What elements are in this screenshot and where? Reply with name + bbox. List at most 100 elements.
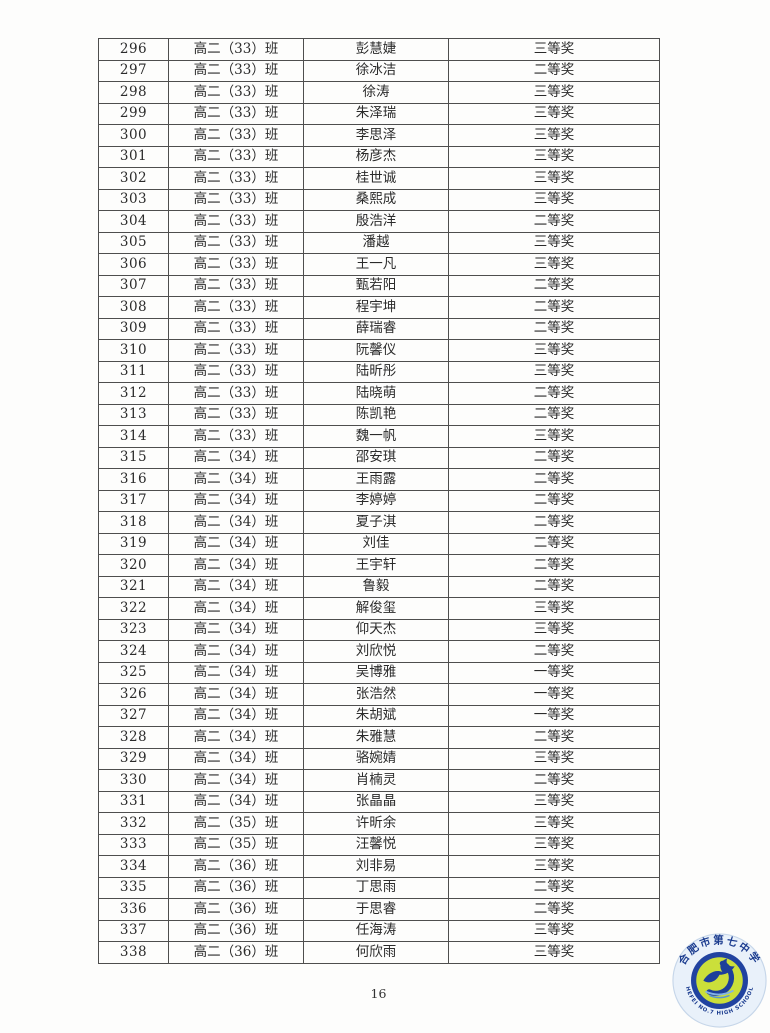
table-row: 313 高二（33）班 陈凯艳 二等奖 [98, 403, 660, 426]
table-row: 297 高二（33）班 徐冰洁 二等奖 [98, 59, 660, 82]
cell-student-name: 魏一帆 [303, 425, 449, 448]
cell-award: 二等奖 [448, 274, 660, 297]
table-row: 308 高二（33）班 程宇坤 二等奖 [98, 296, 660, 319]
table-row: 301 高二（33）班 杨彦杰 三等奖 [98, 145, 660, 168]
cell-class: 高二（33）班 [168, 360, 304, 383]
cell-student-name: 杨彦杰 [303, 145, 449, 168]
cell-serial-number: 311 [98, 360, 169, 383]
cell-class: 高二（33）班 [168, 296, 304, 319]
cell-class: 高二（34）班 [168, 726, 304, 749]
cell-award: 二等奖 [448, 296, 660, 319]
cell-award: 三等奖 [448, 124, 660, 147]
cell-class: 高二（34）班 [168, 769, 304, 792]
table-row: 304 高二（33）班 殷浩洋 二等奖 [98, 210, 660, 233]
table-row: 307 高二（33）班 甄若阳 二等奖 [98, 274, 660, 297]
cell-serial-number: 310 [98, 339, 169, 362]
table-row: 332 高二（35）班 许昕余 三等奖 [98, 812, 660, 835]
cell-student-name: 朱胡斌 [303, 704, 449, 727]
cell-award: 二等奖 [448, 468, 660, 491]
table-row: 314 高二（33）班 魏一帆 三等奖 [98, 425, 660, 448]
cell-student-name: 桑熙成 [303, 188, 449, 211]
table-row: 337 高二（36）班 任海涛 三等奖 [98, 919, 660, 942]
cell-class: 高二（33）班 [168, 210, 304, 233]
cell-student-name: 汪馨悦 [303, 833, 449, 856]
cell-serial-number: 309 [98, 317, 169, 340]
table-row: 309 高二（33）班 薛瑞睿 二等奖 [98, 317, 660, 340]
cell-serial-number: 314 [98, 425, 169, 448]
cell-serial-number: 328 [98, 726, 169, 749]
cell-award: 三等奖 [448, 425, 660, 448]
cell-class: 高二（36）班 [168, 898, 304, 921]
table-row: 330 高二（34）班 肖楠灵 二等奖 [98, 769, 660, 792]
cell-award: 一等奖 [448, 683, 660, 706]
cell-student-name: 夏子淇 [303, 511, 449, 534]
table-row: 298 高二（33）班 徐涛 三等奖 [98, 81, 660, 104]
cell-serial-number: 299 [98, 102, 169, 125]
table-row: 296 高二（33）班 彭慧婕 三等奖 [98, 38, 660, 61]
bird-icon [703, 958, 735, 983]
cell-serial-number: 304 [98, 210, 169, 233]
cell-serial-number: 312 [98, 382, 169, 405]
cell-award: 三等奖 [448, 167, 660, 190]
table-row: 329 高二（34）班 骆婉婧 三等奖 [98, 747, 660, 770]
cell-award: 三等奖 [448, 38, 660, 61]
cell-award: 三等奖 [448, 597, 660, 620]
cell-serial-number: 322 [98, 597, 169, 620]
cell-student-name: 殷浩洋 [303, 210, 449, 233]
cell-award: 二等奖 [448, 575, 660, 598]
cell-student-name: 阮馨仪 [303, 339, 449, 362]
cell-award: 三等奖 [448, 833, 660, 856]
cell-class: 高二（34）班 [168, 683, 304, 706]
cell-award: 二等奖 [448, 489, 660, 512]
cell-student-name: 刘欣悦 [303, 640, 449, 663]
table-row: 300 高二（33）班 李思泽 三等奖 [98, 124, 660, 147]
table-row: 333 高二（35）班 汪馨悦 三等奖 [98, 833, 660, 856]
cell-award: 三等奖 [448, 812, 660, 835]
table-row: 316 高二（34）班 王雨露 二等奖 [98, 468, 660, 491]
page-number: 16 [370, 986, 387, 1001]
cell-serial-number: 300 [98, 124, 169, 147]
cell-award: 二等奖 [448, 446, 660, 469]
table-row: 315 高二（34）班 邵安琪 二等奖 [98, 446, 660, 469]
cell-serial-number: 313 [98, 403, 169, 426]
cell-award: 二等奖 [448, 382, 660, 405]
cell-award: 三等奖 [448, 102, 660, 125]
cell-student-name: 徐涛 [303, 81, 449, 104]
cell-award: 三等奖 [448, 618, 660, 641]
table-row: 325 高二（34）班 吴博雅 一等奖 [98, 661, 660, 684]
cell-award: 二等奖 [448, 554, 660, 577]
table-row: 303 高二（33）班 桑熙成 三等奖 [98, 188, 660, 211]
table-row: 327 高二（34）班 朱胡斌 一等奖 [98, 704, 660, 727]
table-row: 312 高二（33）班 陆晓萌 二等奖 [98, 382, 660, 405]
cell-student-name: 王一凡 [303, 253, 449, 276]
cell-serial-number: 307 [98, 274, 169, 297]
cell-serial-number: 330 [98, 769, 169, 792]
cell-student-name: 甄若阳 [303, 274, 449, 297]
cell-class: 高二（34）班 [168, 575, 304, 598]
school-seal: 合肥市第七中学 HEFEI NO.7 HIGH SCHOOL [672, 933, 767, 1028]
seal-swoosh-icon [705, 990, 734, 996]
cell-award: 三等奖 [448, 145, 660, 168]
cell-serial-number: 331 [98, 790, 169, 813]
cell-award: 三等奖 [448, 747, 660, 770]
cell-student-name: 徐冰洁 [303, 59, 449, 82]
cell-student-name: 陈凯艳 [303, 403, 449, 426]
cell-class: 高二（36）班 [168, 876, 304, 899]
table-row: 328 高二（34）班 朱雅慧 二等奖 [98, 726, 660, 749]
cell-class: 高二（34）班 [168, 446, 304, 469]
cell-class: 高二（34）班 [168, 618, 304, 641]
cell-award: 三等奖 [448, 81, 660, 104]
cell-student-name: 肖楠灵 [303, 769, 449, 792]
cell-serial-number: 324 [98, 640, 169, 663]
cell-student-name: 张浩然 [303, 683, 449, 706]
cell-class: 高二（35）班 [168, 833, 304, 856]
cell-class: 高二（33）班 [168, 339, 304, 362]
cell-class: 高二（33）班 [168, 403, 304, 426]
cell-student-name: 李思泽 [303, 124, 449, 147]
cell-serial-number: 301 [98, 145, 169, 168]
cell-class: 高二（33）班 [168, 231, 304, 254]
table-row: 322 高二（34）班 解俊玺 三等奖 [98, 597, 660, 620]
cell-serial-number: 325 [98, 661, 169, 684]
cell-class: 高二（33）班 [168, 274, 304, 297]
cell-serial-number: 298 [98, 81, 169, 104]
